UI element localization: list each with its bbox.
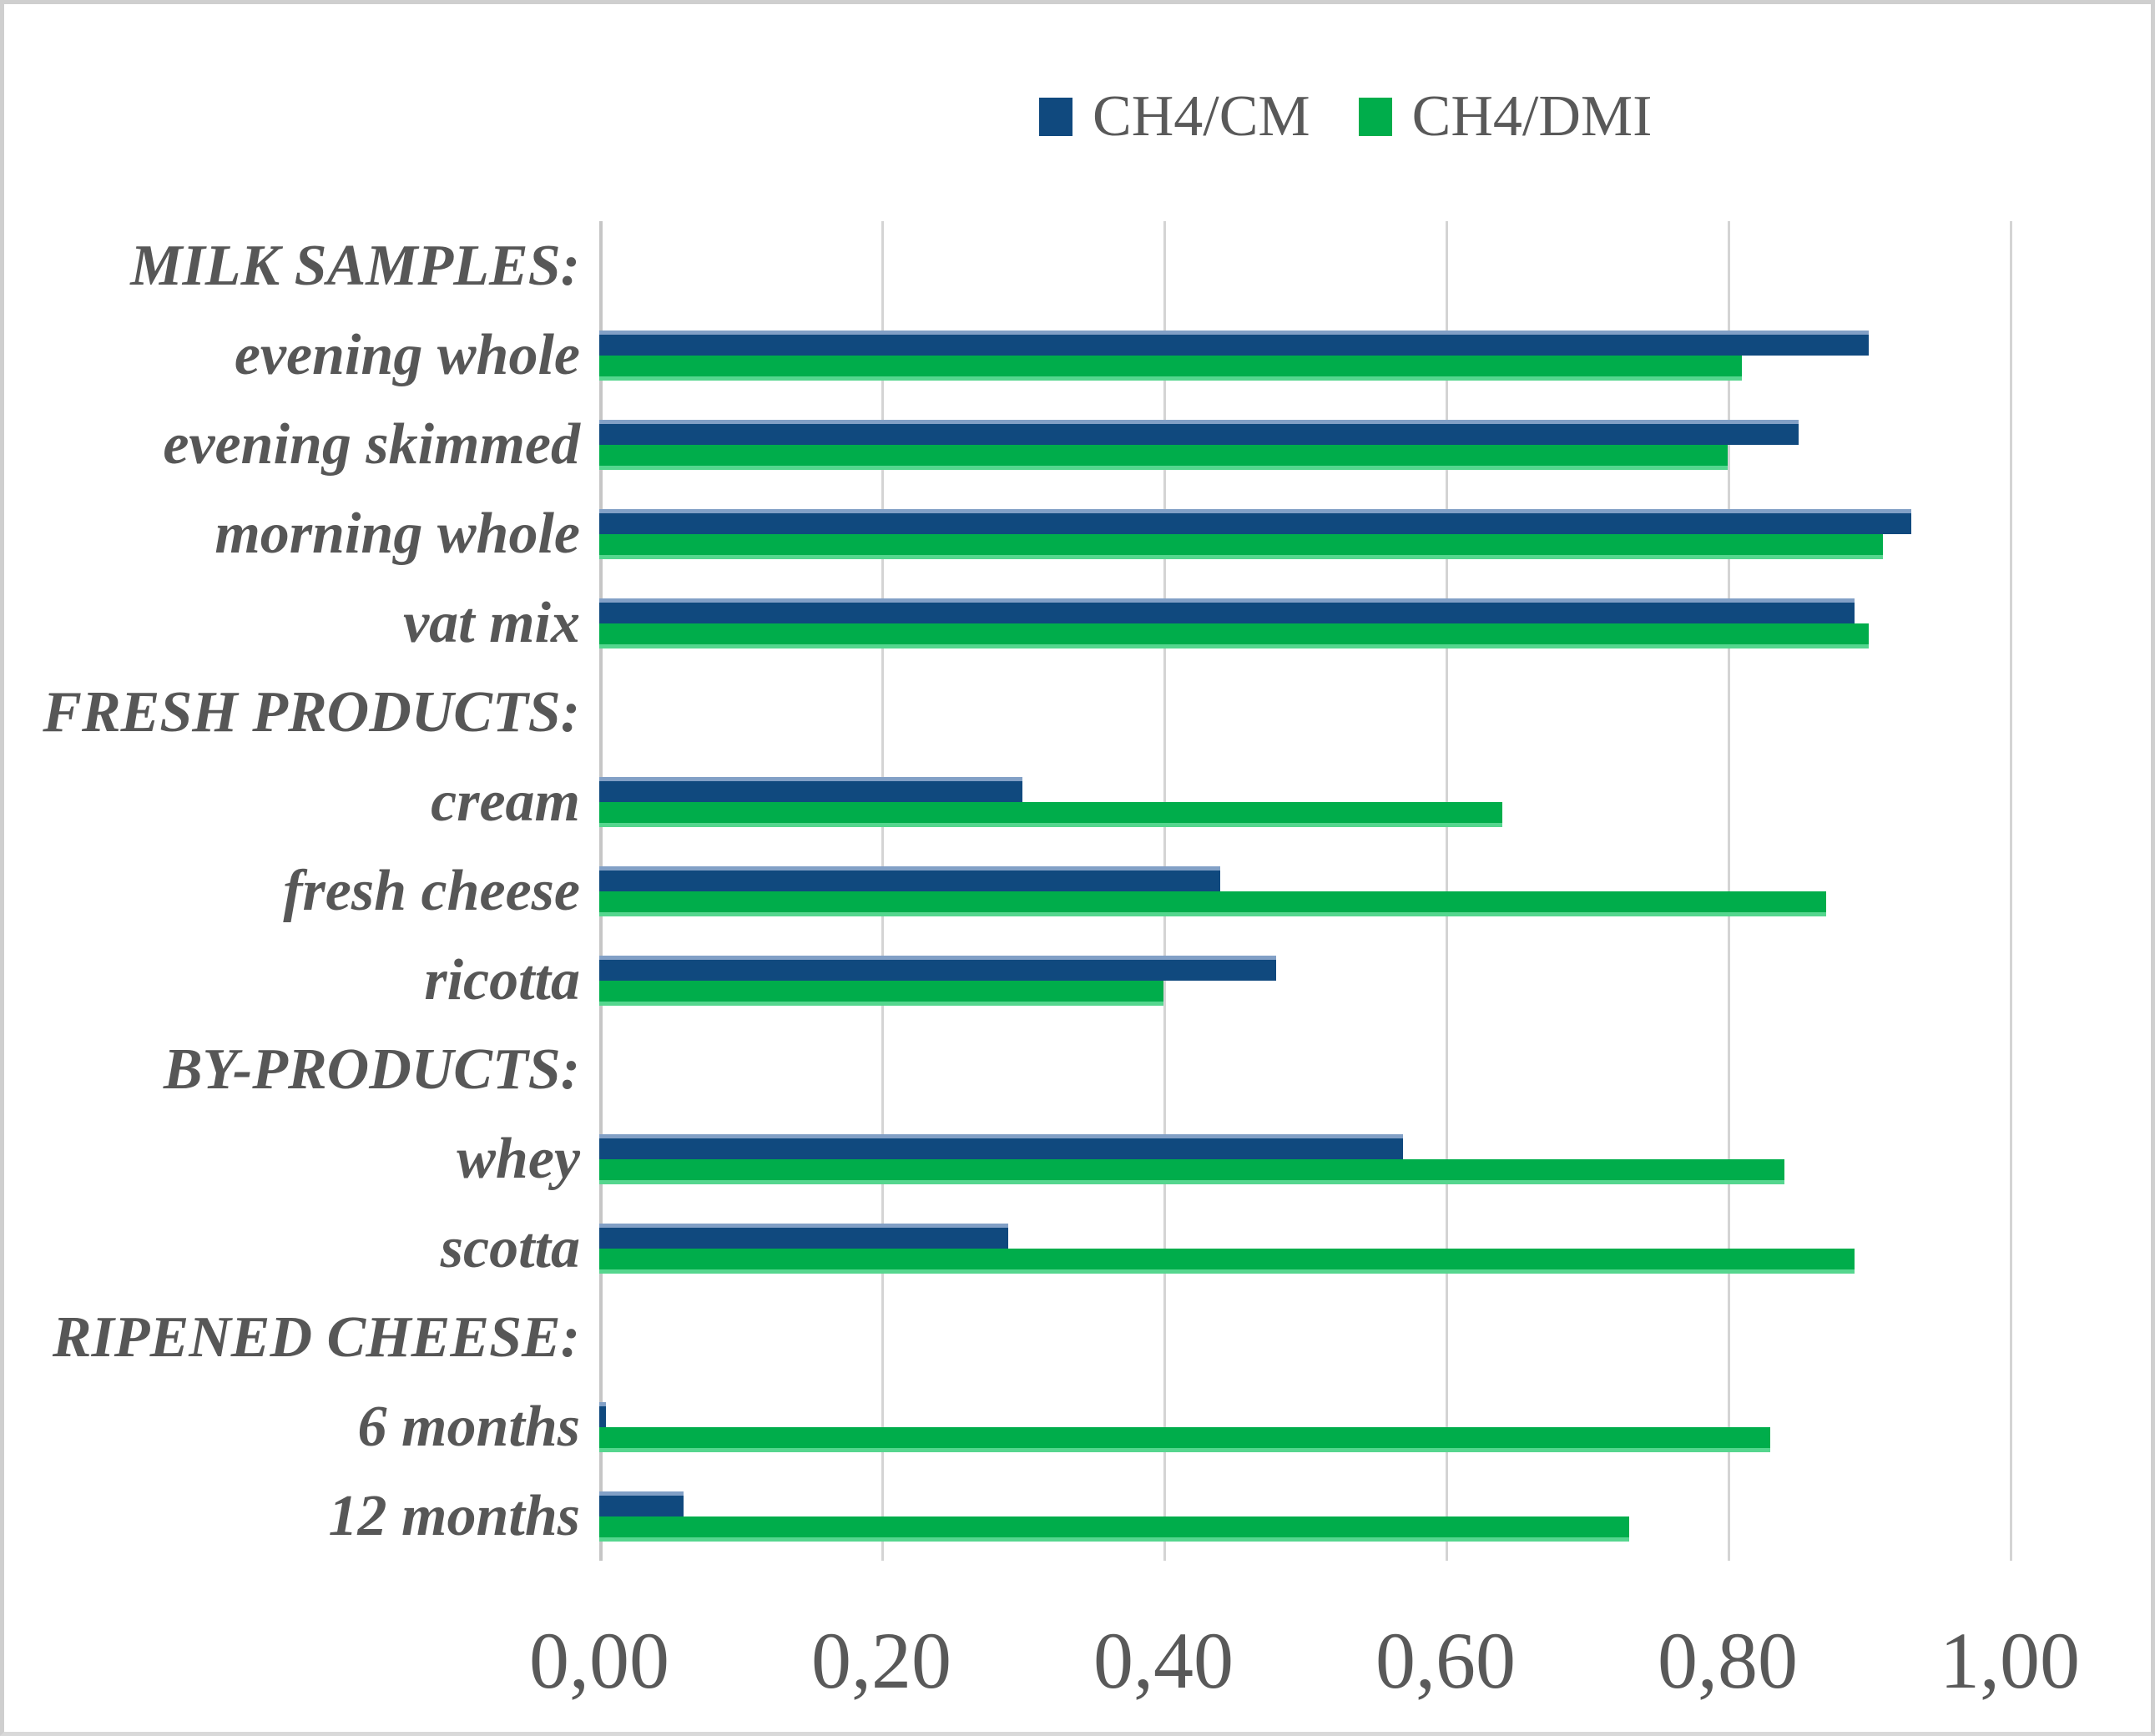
bar-ch4-dmi: [599, 355, 1742, 381]
legend-swatch-ch4-cm-icon: [1039, 98, 1072, 136]
legend-swatch-ch4-dmi-icon: [1358, 98, 1392, 136]
plot-area: [599, 221, 2103, 1561]
category-label: cream: [431, 769, 580, 834]
legend-item-ch4-dmi: CH4/DMI: [1358, 79, 1653, 154]
bar-ch4-dmi: [599, 980, 1163, 1006]
bar-ch4-cm: [599, 419, 1799, 445]
category-label: evening whole: [234, 322, 580, 387]
bar-ch4-cm: [599, 508, 1911, 534]
category-label: fresh cheese: [283, 858, 580, 923]
bar-ch4-dmi: [599, 1426, 1770, 1452]
bar-ch4-dmi: [599, 444, 1728, 470]
bar-ch4-cm: [599, 1491, 684, 1516]
bar-ch4-cm: [599, 776, 1022, 802]
category-label: RIPENED CHEESE:: [52, 1305, 580, 1370]
category-label: FRESH PRODUCTS:: [43, 679, 580, 744]
category-label: 6 months: [357, 1394, 581, 1459]
x-tick-label: 0,20: [811, 1616, 951, 1705]
category-label: MILK SAMPLES:: [130, 233, 580, 298]
bar-ch4-dmi: [599, 801, 1502, 827]
bar-ch4-cm: [599, 1133, 1404, 1159]
bar-ch4-cm: [599, 598, 1855, 623]
bar-ch4-dmi: [599, 533, 1883, 559]
category-label: morning whole: [214, 501, 580, 566]
category-label: ricotta: [424, 947, 580, 1012]
x-tick-label: 0,80: [1658, 1616, 1798, 1705]
category-labels: MILK SAMPLES: evening whole evening skimme…: [25, 221, 580, 1561]
x-tick-label: 1,00: [1940, 1616, 2080, 1705]
category-label: scotta: [440, 1215, 580, 1280]
bar-ch4-cm: [599, 865, 1220, 891]
x-axis-tick-labels: 0,00 0,20 0,40 0,60 0,80 1,00: [529, 1611, 2103, 1719]
bar-ch4-cm: [599, 330, 1869, 356]
bar-ch4-dmi: [599, 891, 1827, 916]
category-label: 12 months: [328, 1483, 581, 1548]
bar-ch4-cm: [599, 1223, 1009, 1249]
bar-ch4-dmi: [599, 1516, 1629, 1542]
legend-label-ch4-dmi: CH4/DMI: [1411, 84, 1653, 149]
bar-ch4-dmi: [599, 623, 1869, 648]
bar-ch4-cm: [599, 1401, 607, 1427]
bar-ch4-dmi: [599, 1248, 1855, 1274]
x-tick-label: 0,00: [529, 1616, 669, 1705]
bar-ch4-cm: [599, 955, 1277, 981]
chart-legend: CH4/CM CH4/DMI: [1039, 79, 1652, 154]
gridline: [2010, 221, 2012, 1561]
x-tick-label: 0,40: [1093, 1616, 1234, 1705]
category-label: whey: [457, 1126, 580, 1191]
category-label: BY-PRODUCTS:: [163, 1037, 580, 1102]
x-tick-label: 0,60: [1375, 1616, 1516, 1705]
category-label: evening skimmed: [163, 411, 580, 477]
bar-ch4-dmi: [599, 1158, 1784, 1184]
category-label: vat mix: [403, 590, 580, 655]
legend-label-ch4-cm: CH4/CM: [1093, 84, 1310, 149]
legend-item-ch4-cm: CH4/CM: [1039, 79, 1310, 154]
